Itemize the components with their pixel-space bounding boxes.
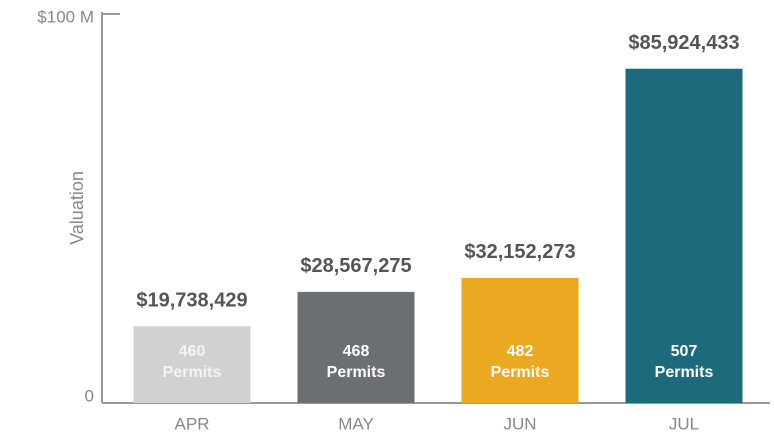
permit-label: Permits [327,364,386,381]
bar [625,68,743,403]
value-label: $32,152,273 [464,241,575,263]
x-tick-label: JUN [503,414,536,433]
y-tick-label: $100 M [37,7,94,26]
permit-count: 507 [671,343,698,360]
x-tick-label: MAY [338,414,374,433]
bar [133,326,251,403]
permit-label: Permits [491,364,550,381]
permit-label: Permits [163,364,222,381]
value-label: $85,924,433 [628,32,739,54]
x-tick-label: JUL [669,414,699,433]
x-tick-label: APR [175,414,210,433]
value-label: $19,738,429 [136,289,247,311]
y-tick-label: 0 [85,386,94,405]
permit-count: 468 [343,343,370,360]
value-label: $28,567,275 [300,255,411,277]
permit-label: Permits [655,364,714,381]
bar [297,291,415,403]
permit-count: 482 [507,343,534,360]
permit-count: 460 [179,343,206,360]
bar [461,277,579,403]
y-axis-label: Valuation [67,171,87,245]
